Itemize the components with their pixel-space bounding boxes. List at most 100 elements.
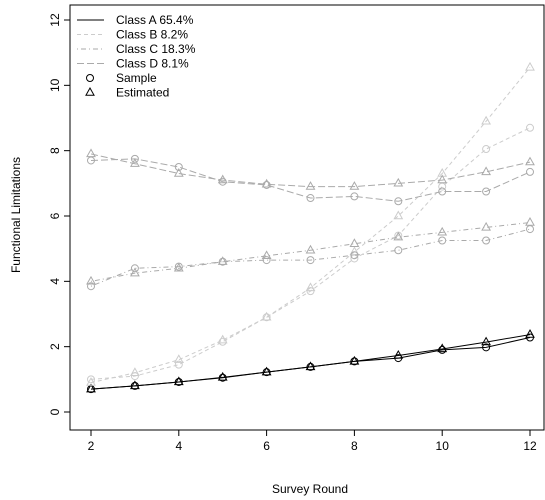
legend-label-1: Class B 8.2% (116, 28, 188, 42)
series-3-estimated-point (217, 174, 228, 184)
series-3-sample-point (174, 163, 183, 171)
series-1-sample-line (90, 127, 531, 380)
series-3-sample-point (438, 187, 447, 196)
series-1-estimated-point (173, 354, 184, 363)
series-3-sample-point (482, 187, 491, 196)
series-3-estimated-point (173, 168, 184, 177)
series-2-sample-point (350, 251, 359, 260)
legend-sample-symbol (86, 74, 94, 82)
series-2-estimated-point (86, 275, 96, 285)
series-2-sample-point (306, 256, 315, 265)
plot-box (69, 4, 545, 431)
series-3-sample-line (90, 158, 531, 202)
series-1-sample-point (482, 145, 491, 154)
axes: 2 4 6 8 10 12 0 2 4 6 8 10 12 (48, 13, 537, 453)
series-3 (86, 148, 535, 206)
series-1-estimated-point (349, 246, 360, 256)
series-3-estimated-point (481, 166, 492, 176)
series-layer (86, 61, 535, 394)
legend-label-3: Class D 8.1% (116, 57, 189, 71)
series-0-estimated-point (393, 349, 404, 359)
series-2-estimated-point (217, 256, 228, 265)
series-2-estimated-point (393, 231, 404, 241)
legend-estimated-label: Estimated (116, 86, 169, 100)
series-2-sample-point (130, 264, 139, 273)
series-0-estimated-point (525, 329, 535, 338)
series-3-estimated-point (305, 181, 316, 190)
series-3-sample-point (526, 167, 534, 176)
series-2-estimated-point (129, 267, 140, 277)
series-3-estimated-point (261, 178, 272, 188)
y-tick-label: 12 (48, 13, 62, 27)
series-1-estimated-point (305, 282, 316, 292)
series-0-estimated-point (349, 355, 360, 365)
series-3-sample-point (306, 194, 315, 203)
series-2-estimated-point (261, 250, 272, 260)
series-2-estimated-point (305, 244, 316, 254)
series-2-sample-line (90, 228, 531, 287)
series-0-estimated-point (173, 376, 184, 386)
series-0-estimated-point (261, 366, 272, 376)
x-tick-label: 4 (175, 439, 182, 453)
series-2-sample-point (482, 236, 491, 245)
series-0-estimated-point (437, 343, 448, 353)
series-2-estimated-point (481, 221, 492, 231)
series-3-estimated-point (129, 158, 140, 167)
series-1-estimated-point (481, 115, 492, 125)
series-0-estimated-point (86, 383, 96, 393)
y-tick-label: 6 (48, 212, 62, 219)
legend-label-2: Class C 18.3% (116, 42, 196, 56)
series-1-estimated-line (90, 67, 531, 384)
series-1-estimated-point (129, 367, 140, 376)
series-2-estimated-point (349, 238, 360, 247)
series-3-sample-point (350, 192, 359, 201)
series-3-estimated-point (437, 174, 448, 184)
series-0-sample-point (482, 343, 491, 352)
series-0-estimated-point (217, 371, 228, 381)
series-3-estimated-line (90, 153, 531, 188)
series-2-estimated-point (525, 217, 535, 226)
x-tick-label: 2 (88, 439, 95, 453)
x-tick-label: 10 (436, 439, 450, 453)
series-1-estimated-point (393, 210, 404, 220)
series-2-estimated-point (437, 226, 448, 236)
x-tick-label: 8 (351, 439, 358, 453)
legend-estimated-symbol (85, 86, 95, 96)
series-0-estimated-point (129, 380, 140, 390)
series-2-sample-point (526, 225, 534, 234)
series-2-estimated-point (173, 262, 184, 272)
series-3-sample-point (394, 197, 403, 206)
series-3-estimated-point (525, 156, 535, 166)
series-1 (86, 61, 535, 386)
series-1-sample-point (174, 360, 183, 369)
series-2-sample-point (394, 246, 403, 255)
series-0-estimated-point (305, 361, 316, 371)
y-tick-label: 10 (48, 78, 62, 92)
series-2 (86, 217, 535, 291)
series-2-estimated-line (90, 222, 531, 282)
x-tick-label: 12 (523, 439, 537, 453)
series-1-estimated-point (217, 334, 228, 344)
series-1-estimated-point (86, 377, 96, 386)
series-0-estimated-point (481, 336, 492, 346)
series-1-sample-point (526, 123, 534, 132)
series-0-estimated-line (90, 334, 531, 390)
series-1-estimated-point (525, 61, 535, 71)
series-1-sample-point (87, 375, 95, 384)
series-3-estimated-point (393, 177, 404, 187)
series-2-sample-point (87, 282, 95, 291)
legend-sample-label: Sample (116, 71, 157, 85)
y-tick-label: 0 (48, 408, 62, 415)
series-1-estimated-point (261, 311, 272, 321)
series-3-estimated-point (86, 148, 96, 158)
y-axis-title: Functional Limitations (9, 157, 23, 273)
x-axis-title: Survey Round (272, 482, 348, 496)
series-2-sample-point (262, 256, 271, 265)
series-0 (86, 329, 535, 394)
legend-label-0: Class A 65.4% (116, 13, 194, 27)
y-tick-label: 4 (48, 278, 62, 285)
series-2-sample-point (438, 236, 447, 245)
plot-frame (69, 4, 545, 431)
y-tick-label: 2 (48, 343, 62, 350)
